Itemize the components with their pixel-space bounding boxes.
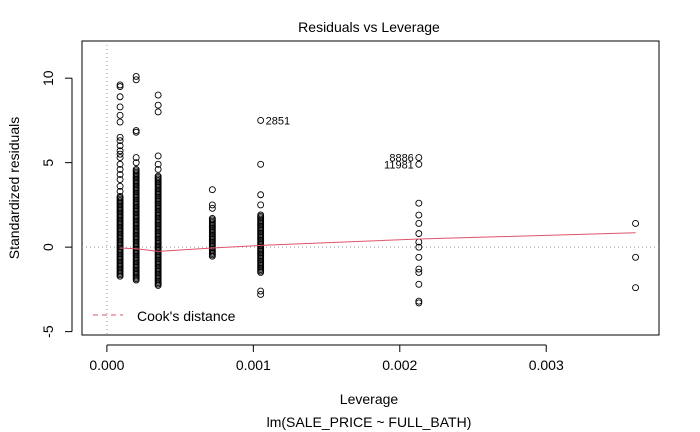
data-point (415, 211, 423, 219)
data-point (132, 127, 140, 135)
data-point (116, 182, 124, 190)
data-point (415, 265, 423, 273)
data-point (208, 201, 216, 209)
x-axis-label: Leverage (340, 391, 399, 407)
data-point (116, 103, 124, 111)
plot-frame (81, 40, 660, 336)
reference-lines (82, 41, 659, 335)
point-label: 11981 (384, 159, 414, 171)
data-point (415, 154, 423, 162)
data-point (154, 160, 162, 168)
data-point (132, 73, 140, 80)
data-point (132, 276, 140, 284)
model-formula: lm(SALE_PRICE ~ FULL_BATH) (267, 414, 472, 430)
x-tick-label: 0.002 (382, 357, 417, 373)
point-label: 2851 (266, 115, 290, 127)
y-axis: -5 0 5 10 (40, 70, 73, 338)
y-tick-label: 5 (40, 159, 56, 167)
data-point (415, 220, 423, 227)
data-point (415, 160, 423, 168)
data-point (208, 252, 216, 260)
data-point (632, 284, 640, 292)
data-point (415, 297, 423, 305)
data-point (415, 199, 423, 207)
data-point (132, 76, 140, 84)
chart-title: Residuals vs Leverage (298, 19, 440, 35)
data-point (116, 272, 124, 280)
y-axis-label: Standardized residuals (6, 117, 22, 259)
y-tick-label: 0 (40, 243, 56, 251)
data-point (257, 201, 265, 209)
data-point (154, 108, 162, 116)
data-point (257, 191, 265, 199)
y-tick-label: -5 (40, 325, 56, 338)
x-axis: 0.000 0.001 0.002 0.003 (89, 344, 564, 373)
data-point (116, 187, 124, 195)
data-point (116, 137, 124, 145)
data-point (257, 160, 265, 168)
data-point (415, 230, 423, 238)
data-point (415, 280, 423, 288)
data-point (154, 152, 162, 160)
y-tick-label: 10 (40, 70, 56, 86)
data-point (116, 150, 124, 158)
data-point (116, 171, 124, 178)
data-point (116, 118, 124, 126)
data-point (208, 186, 216, 194)
data-point (154, 101, 162, 109)
data-point (415, 253, 423, 261)
x-tick-label: 0.001 (236, 357, 271, 373)
data-point (116, 142, 124, 150)
data-points (116, 73, 640, 307)
data-point (415, 269, 423, 276)
data-point (116, 165, 124, 173)
smooth-line (120, 232, 636, 252)
data-point (116, 176, 124, 184)
data-point (116, 81, 124, 89)
legend: Cook's distance (93, 308, 236, 324)
data-point (257, 116, 265, 124)
data-point (116, 160, 124, 168)
data-point (116, 147, 124, 155)
data-point (116, 133, 124, 141)
data-point (257, 268, 265, 276)
data-point (257, 290, 265, 298)
data-point (116, 111, 124, 119)
data-point (257, 287, 265, 295)
data-point (632, 220, 640, 227)
data-point (415, 243, 423, 251)
data-point (154, 91, 162, 99)
data-point (632, 253, 640, 261)
legend-label: Cook's distance (137, 308, 236, 324)
data-point (208, 204, 216, 212)
data-point (132, 159, 140, 167)
x-tick-label: 0.003 (529, 357, 564, 373)
data-point (154, 165, 162, 173)
x-tick-label: 0.000 (89, 357, 124, 373)
data-point (116, 93, 124, 101)
data-point (116, 154, 124, 162)
data-point (154, 281, 162, 289)
point-label: 8886 (389, 153, 413, 165)
data-point (132, 154, 140, 162)
